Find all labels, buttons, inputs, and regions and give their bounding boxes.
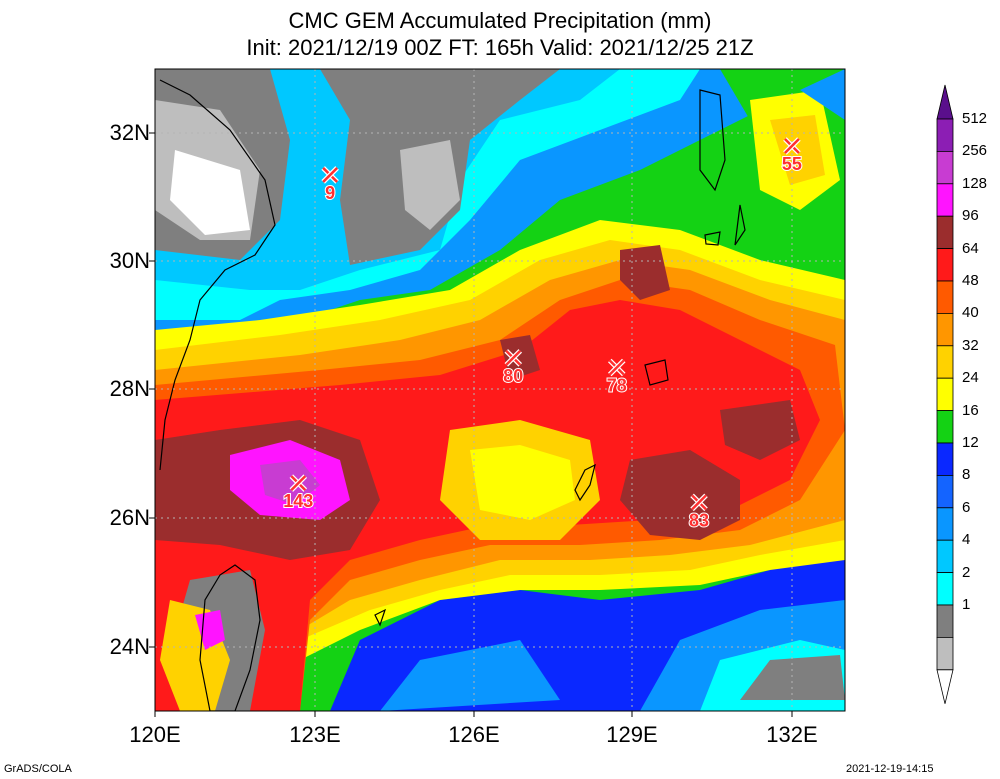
lon-tick-label: 129E [606, 722, 658, 747]
colorbar-level-label: 48 [962, 272, 979, 289]
lat-tick-label: 30N [109, 248, 150, 273]
lon-tick-label: 120E [129, 722, 181, 747]
colorbar-level-label: 96 [962, 207, 979, 225]
footer-timestamp: 2021-12-19-14:15 [846, 763, 934, 775]
colorbar-level-label: 256 [962, 142, 988, 160]
colorbar-bottom-arrow [936, 669, 954, 704]
colorbar-swatch [936, 183, 954, 217]
colorbar-level-label: 8 [962, 466, 971, 484]
colorbar-swatch [936, 604, 954, 638]
colorbar-level-label: 32 [962, 336, 979, 354]
colorbar-level-label: 40 [962, 304, 979, 322]
chart-title: CMC GEM Accumulated Precipitation (mm) [288, 8, 712, 33]
colorbar-swatch [936, 572, 954, 606]
colorbar-level-label: 4 [962, 531, 971, 549]
max-marker: 143 [282, 474, 314, 512]
colorbar-level-label: 6 [962, 498, 971, 516]
colorbar-swatch [936, 150, 954, 185]
precip-field [155, 69, 845, 711]
max-marker: 80 [502, 349, 524, 387]
max-markers: 9 55 80 78 143 83 [282, 137, 803, 531]
colorbar-swatch [936, 345, 954, 379]
colorbar-level-label: 24 [962, 369, 979, 387]
colorbar-swatch [936, 118, 954, 152]
colorbar-swatch [936, 539, 954, 574]
lat-tick-label: 26N [109, 505, 150, 530]
max-marker: 9 [321, 166, 339, 204]
colorbar-swatch [936, 507, 954, 541]
lat-tick-label: 32N [109, 120, 150, 145]
max-marker: 78 [606, 358, 628, 397]
max-marker: 55 [781, 137, 803, 175]
colorbar [936, 84, 954, 704]
colorbar-swatch [936, 377, 954, 412]
chart-subtitle: Init: 2021/12/19 00Z FT: 165h Valid: 202… [246, 35, 754, 60]
max-marker: 83 [688, 493, 710, 531]
colorbar-level-label: 64 [962, 239, 979, 257]
tick-marks [149, 132, 793, 717]
colorbar-level-label: 12 [962, 434, 979, 451]
colorbar-level-label: 128 [962, 174, 988, 192]
gridlines [155, 69, 845, 711]
lat-tick-label: 24N [109, 634, 150, 659]
coastlines [159, 79, 746, 711]
map-frame [154, 68, 846, 712]
max-marker-label: 9 [325, 183, 335, 203]
colorbar-swatch [936, 410, 954, 444]
colorbar-top-arrow [936, 84, 954, 120]
lon-tick-label: 123E [289, 722, 341, 747]
colorbar-level-label: 1 [962, 596, 971, 613]
colorbar-level-label: 2 [962, 563, 971, 581]
footer-credit: GrADS/COLA [4, 763, 72, 775]
colorbar-swatch [936, 280, 954, 314]
lon-tick-label: 132E [766, 722, 818, 747]
max-marker-label: 80 [503, 366, 523, 386]
colorbar-swatch [936, 474, 954, 509]
lat-tick-label: 28N [109, 376, 150, 401]
colorbar-swatch [936, 248, 954, 282]
colorbar-swatch [936, 637, 954, 671]
colorbar-swatch [936, 215, 954, 249]
max-marker-label: 78 [607, 376, 627, 396]
max-marker-label: 55 [782, 154, 802, 174]
colorbar-level-label: 512 [962, 110, 988, 127]
lon-tick-label: 126E [448, 722, 500, 747]
colorbar-level-label: 16 [962, 401, 979, 419]
max-marker-label: 143 [283, 491, 313, 511]
max-marker-label: 83 [689, 510, 709, 530]
colorbar-swatch [936, 312, 954, 347]
colorbar-swatch [936, 442, 954, 476]
